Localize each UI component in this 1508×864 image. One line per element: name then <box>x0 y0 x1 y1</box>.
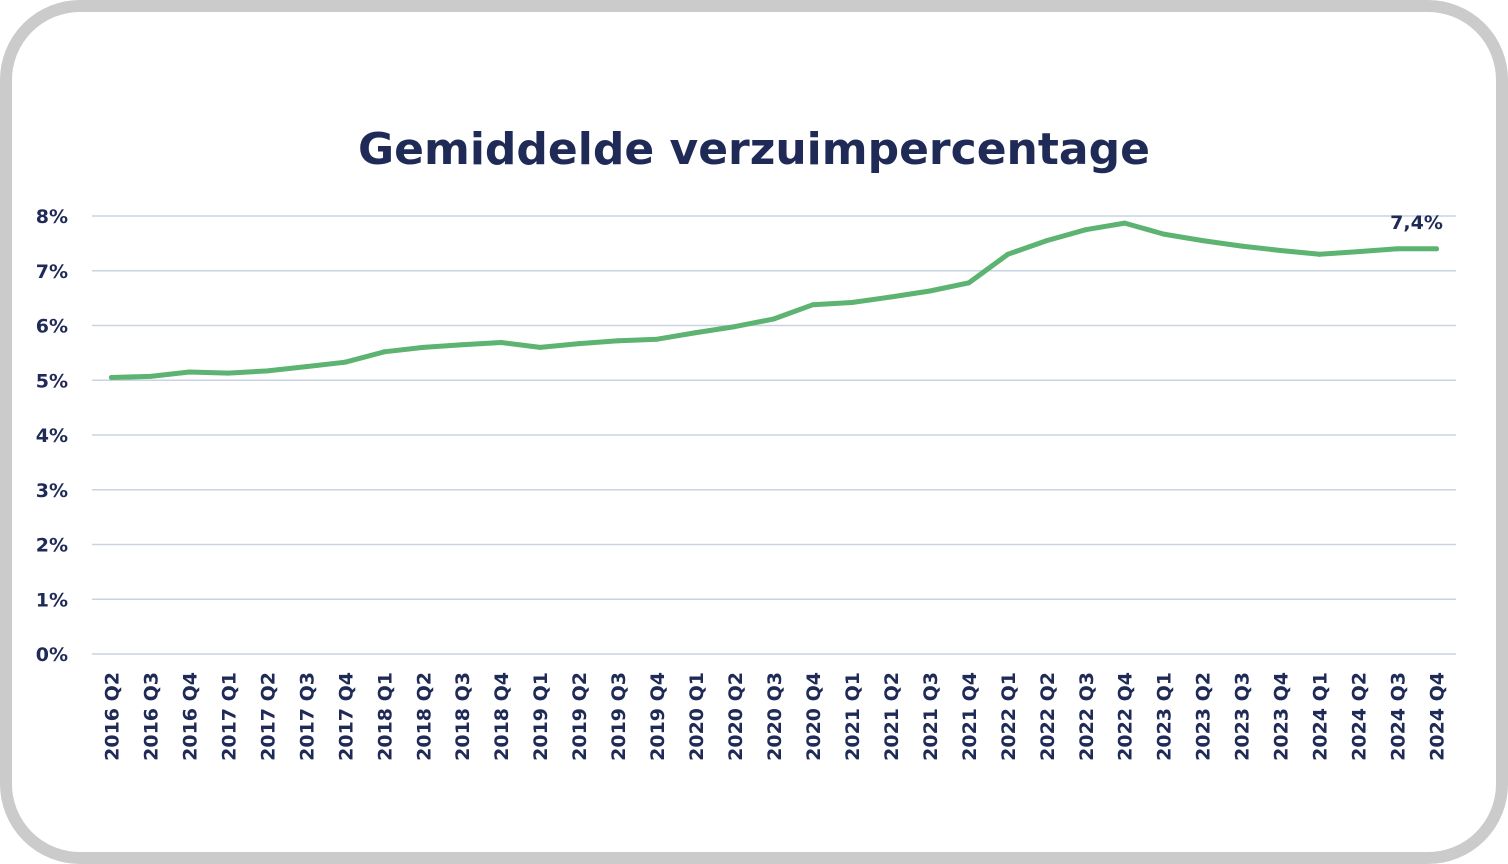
series-layer <box>108 220 1440 381</box>
x-tick-label: 2022 Q4 <box>1115 672 1137 761</box>
data-point <box>1239 243 1245 249</box>
x-tick-label: 2019 Q3 <box>608 672 630 761</box>
data-point <box>1278 247 1284 253</box>
x-tick-label: 2019 Q2 <box>569 672 591 761</box>
x-tick-label: 2024 Q3 <box>1388 672 1410 761</box>
x-tick-label: 2018 Q1 <box>374 672 396 761</box>
data-point <box>810 302 816 308</box>
data-point <box>1317 251 1323 257</box>
data-point <box>459 342 465 348</box>
data-point <box>849 300 855 306</box>
y-tick-label: 8% <box>36 206 68 228</box>
x-tick-label: 2019 Q1 <box>530 672 552 761</box>
x-tick-label: 2017 Q1 <box>218 672 240 761</box>
x-tick-label: 2021 Q2 <box>881 672 903 761</box>
grid-lines <box>92 215 1456 655</box>
x-tick-label: 2018 Q3 <box>452 672 474 761</box>
x-tick-label: 2024 Q1 <box>1310 672 1332 761</box>
data-point <box>1005 251 1011 257</box>
y-tick-label: 0% <box>36 644 68 666</box>
x-axis-ticks: 2016 Q2 2016 Q3 2016 Q4 2017 Q1 2017 Q2 2017 … <box>101 672 1448 761</box>
data-point <box>1200 238 1206 244</box>
data-point <box>888 294 894 300</box>
data-point <box>303 364 309 370</box>
x-tick-label: 2020 Q1 <box>686 672 708 761</box>
y-tick-label: 3% <box>36 480 68 502</box>
data-point <box>654 336 660 342</box>
x-tick-label: 2023 Q3 <box>1232 672 1254 761</box>
data-point <box>147 373 153 379</box>
x-tick-label: 2018 Q4 <box>491 672 513 761</box>
x-tick-label: 2022 Q2 <box>1037 672 1059 761</box>
x-tick-label: 2022 Q3 <box>1076 672 1098 761</box>
x-tick-label: 2019 Q4 <box>647 672 669 761</box>
x-tick-label: 2021 Q3 <box>920 672 942 761</box>
x-tick-label: 2016 Q2 <box>101 672 123 761</box>
data-point <box>420 344 426 350</box>
x-tick-label: 2017 Q2 <box>257 672 279 761</box>
chart-title: Gemiddelde verzuimpercentage <box>358 124 1150 175</box>
y-tick-label: 4% <box>36 425 68 447</box>
data-point <box>264 368 270 374</box>
data-point <box>615 338 621 344</box>
x-tick-label: 2022 Q1 <box>998 672 1020 761</box>
x-tick-label: 2020 Q2 <box>725 672 747 761</box>
y-tick-label: 2% <box>36 535 68 557</box>
y-tick-label: 5% <box>36 370 68 392</box>
x-tick-label: 2023 Q2 <box>1193 672 1215 761</box>
data-point <box>498 339 504 345</box>
x-tick-label: 2016 Q3 <box>140 672 162 761</box>
y-tick-label: 1% <box>36 589 68 611</box>
x-tick-label: 2017 Q3 <box>296 672 318 761</box>
x-tick-label: 2020 Q3 <box>764 672 786 761</box>
x-tick-label: 2021 Q1 <box>842 672 864 761</box>
x-tick-label: 2023 Q4 <box>1271 672 1293 761</box>
x-tick-label: 2020 Q4 <box>803 672 825 761</box>
data-point <box>1161 231 1167 237</box>
data-point <box>1356 249 1362 255</box>
x-tick-label: 2018 Q2 <box>413 672 435 761</box>
y-tick-label: 7% <box>36 261 68 283</box>
data-point <box>966 280 972 286</box>
data-point <box>381 349 387 355</box>
x-tick-label: 2017 Q4 <box>335 672 357 761</box>
data-point <box>186 369 192 375</box>
x-tick-label: 2016 Q4 <box>179 672 201 761</box>
data-labels: 7,4% <box>1390 212 1443 234</box>
data-point <box>108 375 114 381</box>
data-point <box>927 288 933 294</box>
data-point <box>342 359 348 365</box>
data-point <box>1434 246 1440 252</box>
x-tick-label: 2024 Q2 <box>1349 672 1371 761</box>
data-point <box>537 344 543 350</box>
data-point <box>576 341 582 347</box>
data-point <box>1044 238 1050 244</box>
data-label: 7,4% <box>1390 212 1443 234</box>
y-tick-label: 6% <box>36 316 68 338</box>
data-point <box>771 316 777 322</box>
data-point <box>693 330 699 336</box>
data-point <box>1395 246 1401 252</box>
series-line <box>109 220 1439 380</box>
y-axis-ticks: 0% 1% 2% 3% 4% 5% 6% 7% 8% <box>36 206 68 666</box>
x-tick-label: 2021 Q4 <box>959 672 981 761</box>
data-point <box>732 324 738 330</box>
data-point <box>225 370 231 376</box>
data-point <box>1122 220 1128 226</box>
data-point <box>1083 227 1089 233</box>
x-tick-label: 2024 Q4 <box>1427 672 1449 761</box>
x-tick-label: 2023 Q1 <box>1154 672 1176 761</box>
